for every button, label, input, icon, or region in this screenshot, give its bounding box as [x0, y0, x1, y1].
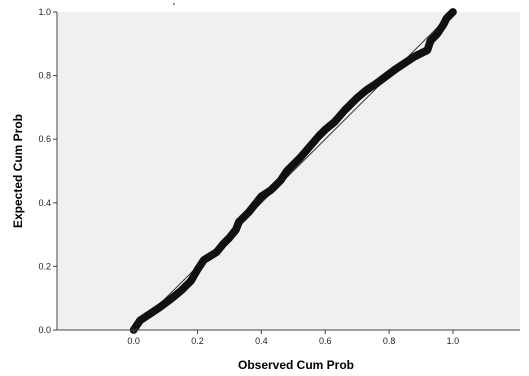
x-tick-label: 0.6	[319, 336, 332, 346]
x-tick-label: 0.8	[383, 336, 396, 346]
x-tick-label: 0.0	[127, 336, 140, 346]
x-tick-label: 1.0	[447, 336, 460, 346]
data-point	[449, 8, 457, 16]
x-axis-ticks: 0.0 0.2 0.4 0.6 0.8 1.0	[127, 330, 459, 346]
y-tick-label: 0.2	[38, 261, 51, 271]
y-tick-label: 0.6	[38, 134, 51, 144]
y-tick-label: 0.8	[38, 71, 51, 81]
x-axis-title: Observed Cum Prob	[238, 358, 354, 372]
stray-mark: '	[173, 2, 175, 13]
y-tick-label: 0.4	[38, 198, 51, 208]
y-tick-label: 0.0	[38, 325, 51, 335]
data-points-layer	[129, 8, 457, 334]
x-tick-label: 0.4	[255, 336, 268, 346]
y-axis-title: Expected Cum Prob	[11, 114, 25, 228]
x-tick-label: 0.2	[191, 336, 204, 346]
y-tick-label: 1.0	[38, 7, 51, 17]
y-axis-ticks: 0.0 0.2 0.4 0.6 0.8 1.0	[38, 7, 57, 335]
